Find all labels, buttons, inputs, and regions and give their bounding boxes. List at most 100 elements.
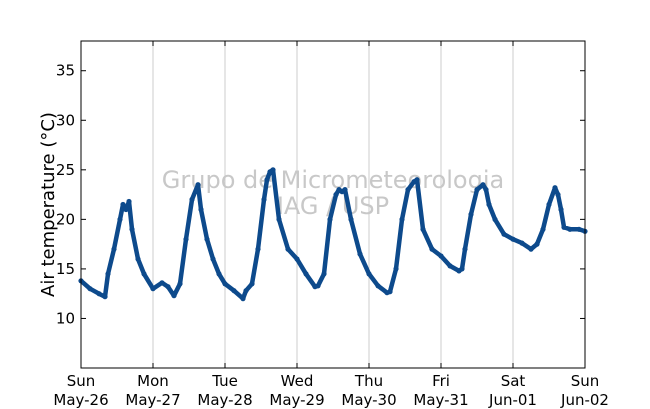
data-point bbox=[555, 192, 561, 198]
data-point bbox=[552, 185, 558, 191]
data-point bbox=[315, 283, 321, 289]
data-point bbox=[294, 256, 300, 262]
x-tick-label-date: Jun-01 bbox=[488, 391, 537, 409]
data-point bbox=[447, 263, 453, 269]
y-tick-label: 15 bbox=[56, 260, 75, 278]
data-point bbox=[96, 291, 102, 297]
data-point bbox=[177, 281, 183, 287]
data-point bbox=[111, 246, 117, 252]
data-point bbox=[195, 182, 201, 188]
data-point bbox=[414, 177, 420, 183]
y-axis-label: Air temperature (°C) bbox=[38, 112, 59, 297]
data-point bbox=[483, 187, 489, 193]
y-tick-label: 30 bbox=[56, 111, 75, 129]
data-point bbox=[429, 246, 435, 252]
x-tick-label-date: May-30 bbox=[341, 391, 396, 409]
x-axis: SunMay-26MonMay-27TueMay-28WedMay-29ThuM… bbox=[53, 41, 609, 409]
data-point bbox=[165, 284, 171, 290]
data-point bbox=[285, 246, 291, 252]
data-point bbox=[468, 211, 474, 217]
x-tick-label-day: Sat bbox=[501, 372, 526, 390]
data-point bbox=[405, 187, 411, 193]
data-point bbox=[102, 294, 108, 300]
data-point bbox=[474, 187, 480, 193]
x-tick-label-day: Sun bbox=[67, 372, 96, 390]
data-point bbox=[87, 286, 93, 292]
data-point bbox=[393, 266, 399, 272]
data-point bbox=[321, 271, 327, 277]
plot-frame bbox=[80, 40, 586, 369]
x-tick-label-date: May-28 bbox=[197, 391, 252, 409]
data-point bbox=[135, 256, 141, 262]
data-point bbox=[261, 196, 267, 203]
data-point bbox=[123, 206, 129, 213]
x-tick-label-day: Sun bbox=[571, 372, 600, 390]
data-point bbox=[150, 286, 156, 292]
data-point bbox=[462, 246, 468, 252]
data-point bbox=[240, 296, 246, 302]
y-tick-label: 20 bbox=[56, 210, 75, 228]
data-point bbox=[459, 266, 465, 272]
x-tick-label-day: Tue bbox=[211, 372, 238, 390]
data-point bbox=[327, 216, 333, 222]
data-point bbox=[171, 293, 177, 299]
x-tick-label-day: Thu bbox=[354, 372, 383, 390]
data-point bbox=[480, 182, 486, 188]
x-tick-label-day: Mon bbox=[137, 372, 169, 390]
temperature-markers bbox=[78, 167, 588, 302]
y-tick-label: 10 bbox=[56, 309, 75, 327]
data-point bbox=[222, 281, 228, 287]
x-tick-label-date: May-31 bbox=[413, 391, 468, 409]
data-point bbox=[399, 216, 405, 222]
data-point bbox=[255, 246, 261, 252]
data-point bbox=[105, 271, 111, 277]
vertical-gridlines bbox=[152, 41, 514, 368]
watermark-line-1: Grupo de Micrometeorologia bbox=[162, 166, 504, 194]
data-point bbox=[183, 236, 189, 242]
data-point bbox=[117, 216, 123, 222]
data-point bbox=[198, 206, 204, 213]
data-point bbox=[231, 288, 237, 294]
data-point bbox=[576, 226, 582, 232]
y-tick-label: 25 bbox=[56, 161, 75, 179]
data-point bbox=[210, 256, 216, 262]
data-point bbox=[264, 177, 270, 183]
data-point bbox=[567, 226, 573, 232]
data-point bbox=[528, 246, 534, 252]
data-point bbox=[276, 216, 282, 222]
data-point bbox=[303, 271, 309, 277]
data-point bbox=[546, 201, 552, 208]
data-point bbox=[342, 187, 348, 193]
data-point bbox=[366, 271, 372, 277]
data-point bbox=[270, 167, 276, 173]
data-point bbox=[204, 236, 210, 242]
data-point bbox=[159, 280, 165, 286]
data-point bbox=[501, 231, 507, 237]
data-point bbox=[141, 271, 147, 277]
x-tick-label-day: Fri bbox=[432, 372, 450, 390]
data-point bbox=[534, 241, 540, 247]
data-point bbox=[558, 206, 564, 213]
y-axis: 10 15 20 25 30 35 bbox=[56, 62, 585, 327]
data-point bbox=[420, 226, 426, 232]
data-point bbox=[519, 240, 525, 246]
x-tick-label-date: May-29 bbox=[269, 391, 324, 409]
data-point bbox=[486, 201, 492, 208]
x-tick-label-day: Wed bbox=[281, 372, 314, 390]
data-point bbox=[510, 236, 516, 242]
x-tick-label-date: Jun-02 bbox=[560, 391, 609, 409]
data-point bbox=[540, 226, 546, 232]
data-point bbox=[561, 224, 567, 230]
data-point bbox=[348, 216, 354, 222]
data-point bbox=[357, 251, 363, 257]
data-point bbox=[126, 198, 132, 205]
data-point bbox=[216, 271, 222, 277]
data-point bbox=[129, 226, 135, 232]
data-point bbox=[243, 288, 249, 294]
data-point bbox=[333, 192, 339, 198]
data-point bbox=[120, 201, 126, 208]
y-tick-label: 35 bbox=[56, 62, 75, 80]
data-point bbox=[438, 253, 444, 259]
data-point bbox=[249, 281, 255, 287]
